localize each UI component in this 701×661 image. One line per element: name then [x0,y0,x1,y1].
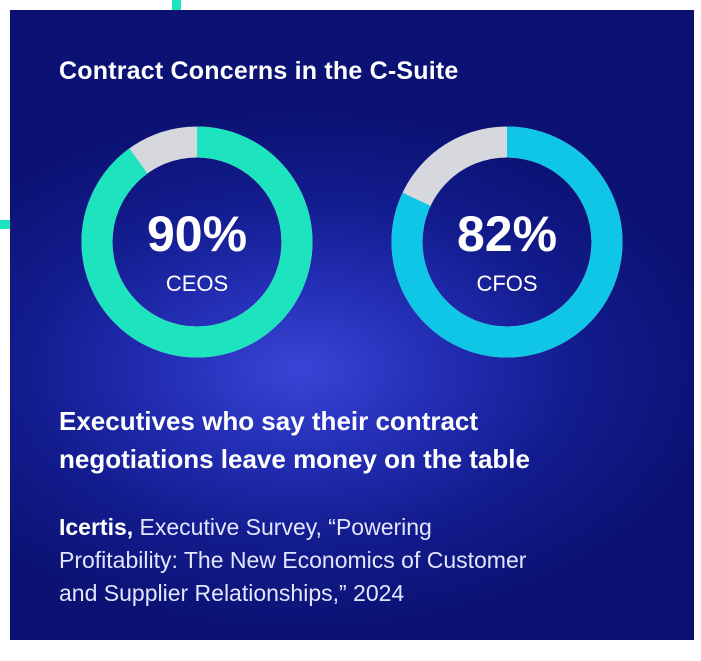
chart-description: Executives who say their contract negotia… [59,402,659,478]
decorative-accent-left [0,220,10,229]
description-line-2: negotiations leave money on the table [59,444,530,474]
decorative-accent-top [172,0,181,10]
ceo-donut: 90% CEOS [81,126,313,358]
cfo-ring-value [391,126,623,358]
ceo-ring-value [81,126,313,358]
source-line-3: and Supplier Relationships,” 2024 [59,580,405,606]
source-citation: Icertis, Executive Survey, “Powering Prof… [59,511,659,610]
cfo-donut: 82% CFOS [391,126,623,358]
source-line-1: Executive Survey, “Powering [133,514,432,540]
infographic-card: Contract Concerns in the C-Suite 90% CEO… [10,10,694,640]
description-line-1: Executives who say their contract [59,406,479,436]
ceo-percent-label: 90% [147,206,247,262]
ceo-name-label: CEOS [166,271,228,296]
chart-title: Contract Concerns in the C-Suite [59,57,459,85]
cfo-percent-label: 82% [457,206,557,262]
source-line-2: Profitability: The New Economics of Cust… [59,547,527,573]
cfo-name-label: CFOS [476,271,537,296]
donut-charts: 90% CEOS 82% CFOS [81,126,623,358]
source-organization: Icertis, [59,514,134,540]
